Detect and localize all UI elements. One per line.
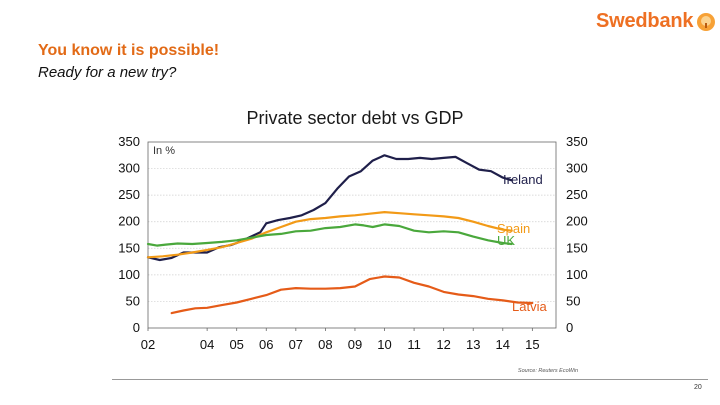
plot-frame [147,141,557,329]
series-line-latvia [170,275,534,315]
y-tick-right-100: 100 [566,267,588,282]
legend-uk: UK [497,233,515,248]
y-tick-right-150: 150 [566,240,588,255]
legend-latvia: Latvia [512,299,547,314]
slide-title: You know it is possible! [38,42,220,59]
y-tick-left-0: 0 [133,320,140,335]
y-tick-left-250: 250 [118,187,140,202]
x-tick-12: 12 [436,337,450,352]
y-tick-right-50: 50 [566,293,580,308]
legend-spain: Spain [497,221,530,236]
y-tick-left-150: 150 [118,240,140,255]
y-tick-right-200: 200 [566,214,588,229]
x-tick-09: 09 [348,337,362,352]
x-tick-14: 14 [496,337,510,352]
y-tick-right-0: 0 [566,320,573,335]
x-tick-02: 02 [141,337,155,352]
swedbank-logo: Swedbank [596,10,716,33]
series-lines [146,154,534,315]
series-line-ireland [146,154,513,262]
chart-title: Private sector debt vs GDP [246,108,463,128]
page-number: 20 [694,384,702,391]
x-tick-08: 08 [318,337,332,352]
x-tick-13: 13 [466,337,480,352]
x-tick-07: 07 [289,337,303,352]
footer-divider [112,379,708,380]
x-tick-05: 05 [229,337,243,352]
x-tick-15: 15 [525,337,539,352]
x-axis-labels: 02 04 05 06 07 08 09 10 11 12 13 14 15 [141,328,540,352]
legend-ireland: Ireland [503,172,543,187]
y-tick-right-350: 350 [566,134,588,149]
y-tick-left-100: 100 [118,267,140,282]
y-tick-left-300: 300 [118,161,140,176]
y-tick-left-350: 350 [118,134,140,149]
unit-label: In % [153,145,175,157]
x-tick-04: 04 [200,337,214,352]
series-line-spain [146,211,513,259]
x-tick-11: 11 [407,337,421,352]
y-tick-right-300: 300 [566,161,588,176]
y-tick-right-250: 250 [566,187,588,202]
y-tick-left-50: 50 [126,293,140,308]
grid-lines [148,168,556,302]
oak-tree-emblem-icon [697,12,716,31]
x-tick-10: 10 [377,337,391,352]
y-tick-left-200: 200 [118,214,140,229]
slide-subtitle: Ready for a new try? [38,64,177,81]
brand-name: Swedbank [596,10,694,32]
x-tick-06: 06 [259,337,273,352]
series-line-uk [146,223,513,247]
y-axis-labels: 0 0 50 50 100 100 150 150 200 200 250 250 300 300 350 3… [118,134,587,335]
chart-source: Source: Reuters EcoWin [518,368,578,374]
